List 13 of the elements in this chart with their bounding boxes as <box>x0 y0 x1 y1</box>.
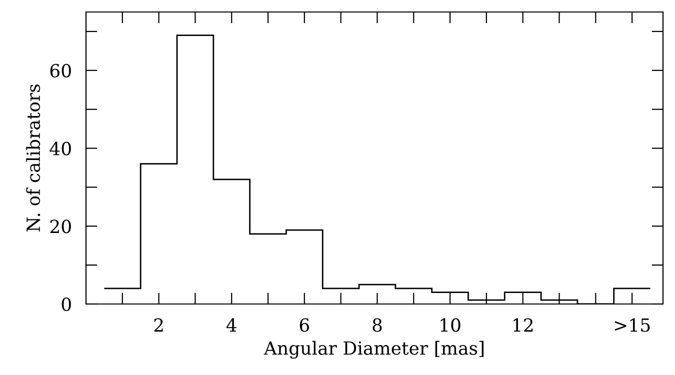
x-tick-label: 12 <box>514 318 533 332</box>
y-axis-title: N. of calibrators <box>26 84 40 232</box>
x-tick-label: 4 <box>226 318 236 332</box>
x-tick-label: 10 <box>440 318 460 332</box>
x-axis-title: Angular Diameter [mas] <box>264 340 484 359</box>
y-tick-label: 20 <box>50 220 71 234</box>
x-tick-label: >15 <box>614 318 650 332</box>
x-tick-label: 6 <box>300 318 310 332</box>
y-tick-label: 0 <box>62 297 71 312</box>
x-tick-label: 8 <box>372 318 382 332</box>
x-tick-label: 2 <box>154 318 163 332</box>
y-tick-label: 60 <box>50 64 71 78</box>
y-tick-label: 40 <box>50 142 71 156</box>
